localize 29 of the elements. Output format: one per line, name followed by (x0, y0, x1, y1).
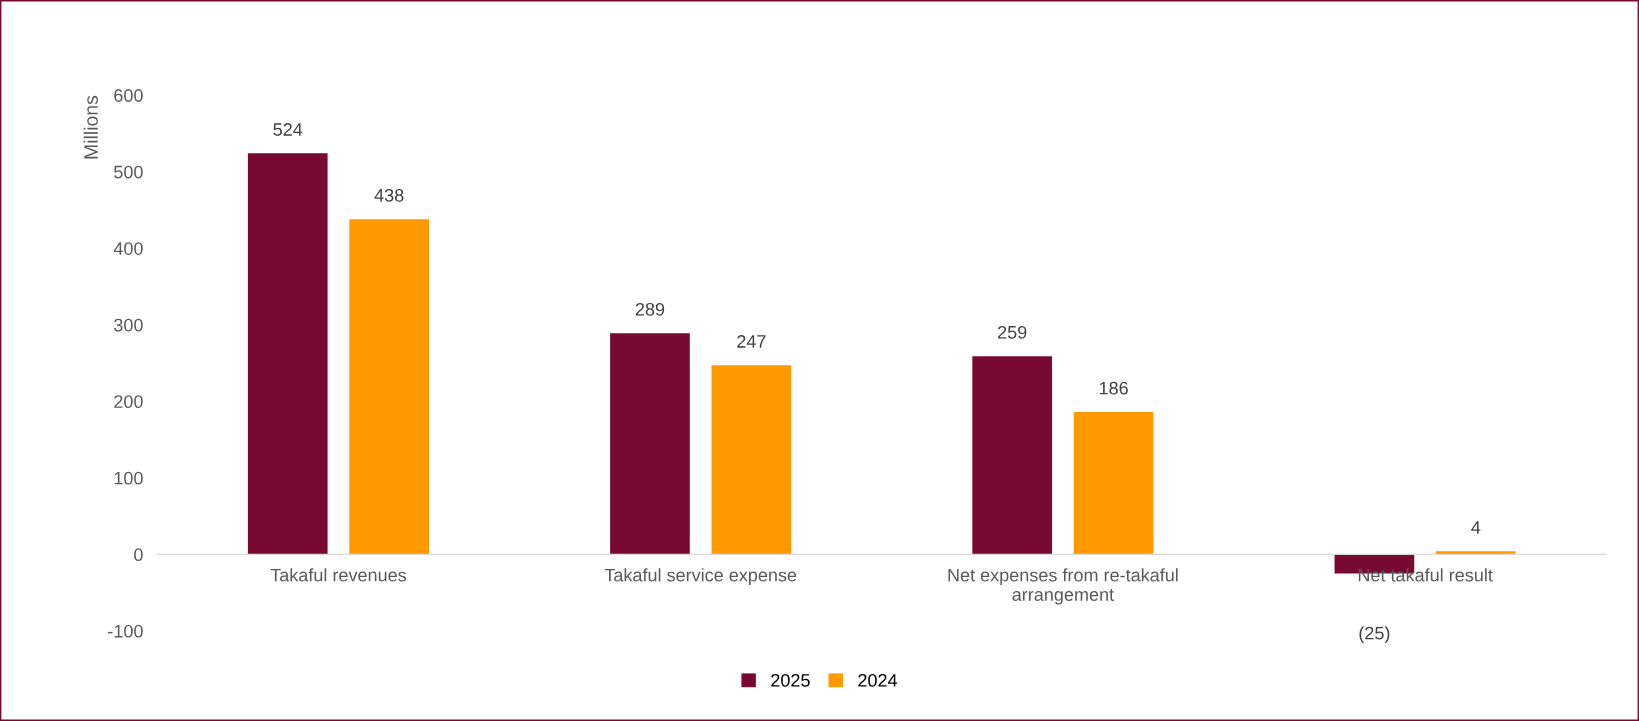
y-tick-label: 100 (114, 471, 143, 485)
bar (1435, 551, 1516, 555)
bar (1073, 412, 1154, 555)
y-tick-label: -100 (108, 624, 143, 638)
data-label: 524 (273, 123, 303, 136)
data-label: 247 (737, 335, 766, 348)
bar (972, 356, 1053, 555)
bar (610, 333, 690, 555)
data-label: 186 (1099, 381, 1128, 395)
x-tick-label: Takaful service expense (604, 568, 797, 586)
y-tick-label: 500 (114, 165, 143, 179)
legend-label: 2025 (771, 673, 810, 687)
data-label: 289 (635, 302, 665, 316)
data-label: 438 (374, 188, 404, 202)
x-tick-label: Takaful revenues (270, 568, 407, 582)
data-label: (25) (1359, 626, 1390, 644)
x-tick-label: Net expenses from re-takaful arrangement (948, 568, 1178, 605)
bar (247, 153, 328, 555)
y-tick-label: 200 (114, 395, 143, 409)
y-axis-title: Millions (83, 95, 98, 159)
bar (711, 365, 792, 555)
y-tick-label: 400 (113, 242, 143, 255)
y-tick-label: 0 (134, 548, 143, 562)
legend-label: 2024 (858, 673, 898, 687)
data-label: 259 (998, 325, 1027, 339)
bar (349, 219, 430, 555)
y-tick-label: 600 (114, 89, 143, 102)
data-label: 4 (1471, 521, 1481, 534)
y-tick-label: 300 (114, 318, 143, 332)
